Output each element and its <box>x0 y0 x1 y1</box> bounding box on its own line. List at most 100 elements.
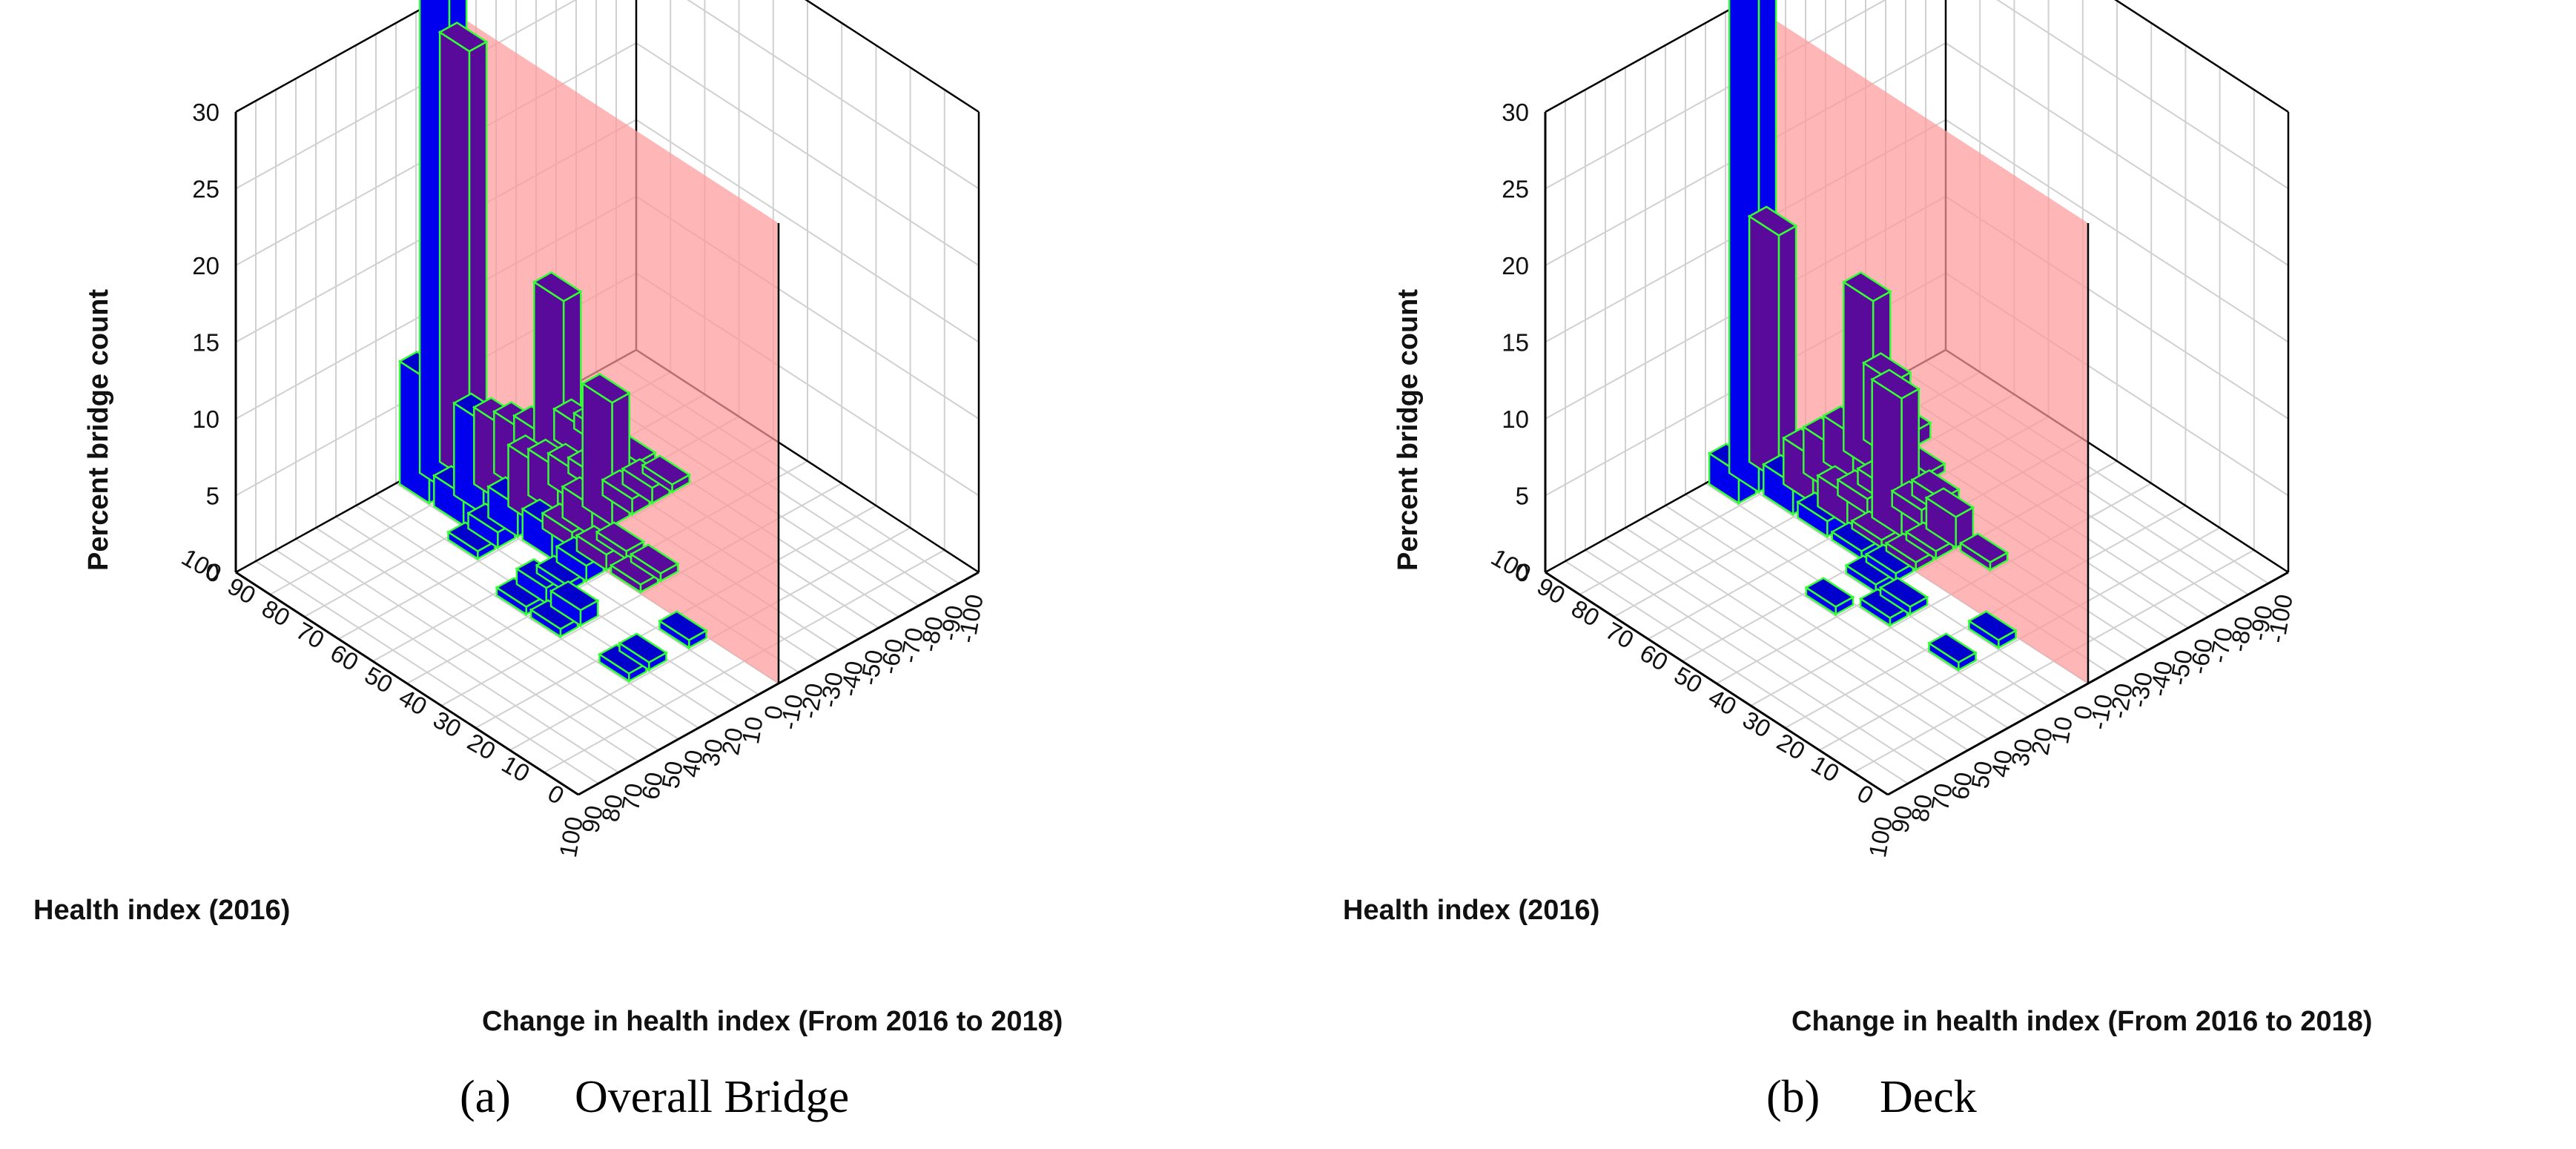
floor-grid-line <box>1685 494 2029 718</box>
health-tick-label: 90 <box>223 572 260 609</box>
bar-top-face <box>1927 632 1978 663</box>
change-tick-label: -90 <box>2245 603 2278 643</box>
floor-grid-line <box>295 538 639 762</box>
floor-grid-line <box>1665 505 2009 729</box>
bar <box>1747 205 1798 483</box>
bar <box>1967 610 2018 650</box>
floor-grid-line <box>1645 516 1989 740</box>
bar-top-face <box>1850 510 1901 541</box>
caption-a-text: Overall Bridge <box>575 1072 849 1122</box>
value-tick-label: 25 <box>192 176 219 203</box>
change-tick-label: 90 <box>1886 804 1918 835</box>
floor-grid-line <box>355 505 699 729</box>
floor-grid-line <box>315 527 659 751</box>
change-tick-label: 10 <box>2046 715 2078 746</box>
bar-top-face <box>658 610 708 641</box>
change-tick-label: 50 <box>1966 759 1998 791</box>
health-tick-label: 30 <box>1738 706 1775 743</box>
change-tick-label: 70 <box>1926 781 1958 813</box>
side-wall-grid-line <box>1996 0 2289 190</box>
bar <box>437 21 489 483</box>
health-tick-label: 80 <box>257 595 294 632</box>
bar-top-face <box>609 554 660 586</box>
side-wall-grid-line <box>687 0 980 190</box>
health-axis-title: Health index (2016) <box>33 895 290 926</box>
bar-top-face <box>1878 577 1929 608</box>
bar-top-face <box>641 454 692 486</box>
value-axis-ticks: 0 5 10 15 20 25 30 <box>192 99 219 586</box>
health-axis-line <box>1545 571 1889 796</box>
health-tick-label: 60 <box>326 639 363 676</box>
bar <box>658 610 708 650</box>
bar <box>549 580 600 628</box>
caption-b-letter: (b) <box>1766 1072 1820 1122</box>
bar-top-face <box>1904 521 1955 552</box>
bar <box>1878 577 1929 617</box>
bar-top-face <box>1858 588 1909 619</box>
bar-top-face <box>1884 532 1935 563</box>
bar <box>629 543 680 583</box>
health-axis-title: Health index (2016) <box>1343 895 1599 926</box>
health-tick-label: 40 <box>394 683 432 721</box>
change-tick-label: 80 <box>1906 792 1938 824</box>
box-edge <box>805 0 980 113</box>
floor-grid-line <box>1585 549 1929 773</box>
side-wall-grid-line <box>1945 42 2289 266</box>
bar-top-face <box>618 632 668 663</box>
value-tick-label: 10 <box>192 405 219 433</box>
value-tick-label: 10 <box>1502 405 1529 433</box>
health-tick-label: 10 <box>1807 750 1844 787</box>
change-tick-label: -70 <box>895 626 928 665</box>
change-tick-label: 40 <box>676 748 708 780</box>
value-axis-title: Percent bridge count <box>83 289 114 571</box>
health-tick-label: 0 <box>1853 779 1878 809</box>
change-axis-title: Change in health index (From 2016 to 201… <box>482 1006 1063 1037</box>
value-tick-label: 15 <box>192 329 219 357</box>
bar-top-face <box>535 554 586 586</box>
caption-a-letter: (a) <box>460 1072 511 1122</box>
box-edge <box>2114 0 2289 113</box>
change-tick-label: 90 <box>576 804 608 835</box>
floor-grid-line <box>1625 527 1969 751</box>
floor-grid-line <box>275 549 619 773</box>
change-tick-label: -90 <box>935 603 968 643</box>
floor-grid-line <box>335 516 679 740</box>
change-tick-label: -20 <box>2104 681 2138 721</box>
bar <box>1884 532 1935 572</box>
bar <box>1850 510 1901 550</box>
change-tick-label: -60 <box>2184 637 2218 676</box>
change-tick-label: -20 <box>795 681 828 721</box>
bar-top-face <box>495 577 546 608</box>
value-tick-label: 20 <box>192 252 219 279</box>
change-axis-title: Change in health index (From 2016 to 201… <box>1791 1006 2372 1037</box>
side-wall-grid-line <box>1945 119 2289 343</box>
bar-top-face <box>1841 271 1892 302</box>
bar <box>446 521 497 561</box>
bar <box>1804 577 1855 617</box>
change-tick-label: 40 <box>1986 748 2018 780</box>
bar-top-face <box>437 21 489 53</box>
change-tick-label: -50 <box>855 648 888 687</box>
change-tick-label: -30 <box>815 670 848 709</box>
value-tick-label: 25 <box>1502 176 1529 203</box>
change-tick-label: -70 <box>2205 626 2238 665</box>
floor-grid-line <box>1605 538 1949 762</box>
change-tick-label: 70 <box>616 781 648 813</box>
change-tick-label: 20 <box>2026 726 2058 758</box>
change-tick-label: 60 <box>1946 770 1978 802</box>
bar-top-face <box>1830 521 1881 552</box>
health-tick-label: 70 <box>291 617 328 654</box>
bar <box>1904 521 1955 561</box>
health-tick-label: 20 <box>1772 728 1809 765</box>
bar-side-face <box>581 382 613 528</box>
change-tick-label: 20 <box>716 726 748 758</box>
change-tick-label: -50 <box>2164 648 2198 687</box>
bar-top-face <box>446 521 497 552</box>
health-tick-label: 20 <box>463 728 500 765</box>
change-tick-label: 30 <box>2006 737 2038 769</box>
bar-top-face <box>1958 532 2009 563</box>
value-tick-label: 5 <box>206 483 219 510</box>
bar-side-face <box>1871 377 1903 539</box>
change-tick-label: -80 <box>2225 615 2258 654</box>
health-tick-label: 40 <box>1704 683 1741 721</box>
